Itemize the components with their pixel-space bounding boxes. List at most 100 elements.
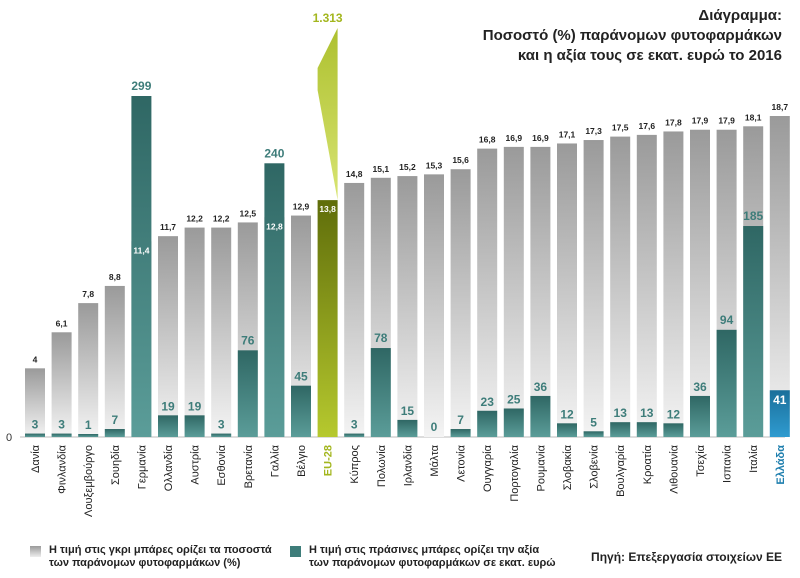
percent-label: 17,1	[559, 129, 576, 139]
value-label: 1.313	[313, 11, 343, 25]
percent-bar	[503, 146, 524, 438]
percent-label: 16,8	[479, 135, 496, 145]
value-bar	[264, 163, 285, 437]
percent-bar	[78, 303, 99, 437]
value-label: 299	[131, 79, 151, 93]
value-bar	[583, 431, 604, 437]
category-label: Ολλανδία	[163, 444, 175, 491]
percent-label: 17,6	[639, 121, 656, 131]
value-label: 36	[693, 380, 707, 394]
value-bar	[317, 28, 338, 201]
percent-label: 16,9	[506, 133, 523, 143]
value-bar	[184, 415, 205, 437]
percent-label: 11,7	[160, 222, 176, 232]
percent-label: 12,9	[293, 202, 310, 212]
value-label: 19	[188, 399, 202, 413]
title-line-3: και η αξία τους σε εκατ. ευρώ το 2016	[517, 47, 782, 64]
value-bar	[51, 433, 72, 437]
percent-bar	[25, 368, 45, 437]
value-label: 76	[241, 333, 255, 347]
percent-label: 15,6	[452, 155, 469, 165]
percent-bar	[158, 236, 178, 437]
category-label: Πορτογαλία	[509, 444, 521, 501]
value-bar	[104, 429, 125, 437]
value-label: 19	[161, 399, 175, 413]
percent-bar	[317, 200, 338, 437]
percent-bar	[104, 285, 125, 437]
percent-label: 18,7	[772, 102, 789, 112]
category-label: Δανία	[30, 444, 42, 473]
category-label: Γαλλία	[269, 444, 281, 477]
value-label: 78	[374, 331, 388, 345]
percent-label: 12,5	[240, 208, 257, 218]
value-bar	[131, 96, 152, 437]
zero-tick-label: 0	[6, 432, 12, 444]
category-label: Ιρλανδία	[402, 444, 414, 486]
percent-bar	[690, 129, 710, 438]
percent-label: 17,9	[718, 116, 735, 126]
percent-bar	[583, 140, 604, 437]
value-label: 0	[431, 420, 438, 434]
category-label: Αυστρία	[190, 444, 202, 484]
value-label: 185	[743, 209, 763, 223]
legend-swatch-gray	[30, 546, 41, 557]
value-label: 94	[720, 313, 734, 327]
value-label: 3	[218, 418, 225, 432]
percent-label: 14,8	[346, 169, 363, 179]
category-label: Γερμανία	[136, 444, 148, 489]
legend-item-green: Η τιμή στις πράσινες μπάρες ορίζει την α…	[290, 544, 556, 570]
category-label: Ελλάδα	[775, 445, 787, 485]
value-label: 41	[773, 393, 787, 407]
percent-bar	[663, 131, 684, 437]
category-label: Μάλτα	[429, 444, 441, 476]
percent-bar	[424, 174, 444, 437]
percent-label: 12,2	[213, 214, 230, 224]
value-bar	[78, 434, 99, 437]
value-label: 13	[614, 406, 628, 420]
value-bar	[716, 329, 737, 437]
percent-bar	[557, 143, 577, 437]
percent-bar	[769, 116, 790, 437]
value-bar	[450, 429, 471, 437]
category-label: Σλοβακία	[562, 444, 574, 490]
legend-item-gray: Η τιμή στις γκρι μπάρες ορίζει τα ποσοστ…	[30, 544, 272, 570]
percent-label: 13,8	[319, 204, 336, 214]
value-label: 240	[264, 146, 284, 160]
value-label: 3	[58, 418, 65, 432]
legend-gray-line-1: Η τιμή στις γκρι μπάρες ορίζει τα ποσοστ…	[49, 544, 272, 556]
value-label: 12	[667, 407, 681, 421]
value-bar	[397, 419, 418, 437]
percent-bar	[530, 146, 551, 438]
value-bar	[743, 226, 764, 437]
category-label: Εσθονία	[216, 444, 228, 485]
percent-label: 16,9	[532, 133, 549, 143]
value-bar	[769, 390, 790, 437]
chart-title: Διάγραμμα: Ποσοστό (%) παράνομων φυτοφαρ…	[483, 6, 782, 66]
percent-bar	[397, 176, 418, 438]
value-label: 15	[401, 404, 415, 418]
category-label: Λουξεμβούργο	[83, 445, 95, 517]
value-label: 45	[294, 370, 308, 384]
legend-swatch-green	[290, 546, 301, 557]
value-bar	[370, 348, 391, 437]
percent-label: 17,3	[585, 126, 602, 136]
category-label: Σουηδία	[110, 444, 122, 485]
category-label: Σλοβενία	[589, 444, 601, 488]
percent-label: 12,2	[186, 214, 203, 224]
value-bar	[610, 422, 631, 437]
category-label: Λετονία	[456, 444, 468, 482]
percent-label: 15,2	[399, 162, 416, 172]
category-label: Κροατία	[642, 444, 654, 484]
legend: Η τιμή στις γκρι μπάρες ορίζει τα ποσοστ…	[0, 530, 800, 578]
value-bar	[636, 422, 657, 437]
category-label: Βρετανία	[243, 444, 255, 488]
category-label: EU-28	[323, 445, 335, 476]
category-label: Βουλγαρία	[615, 444, 627, 497]
value-label: 36	[534, 380, 548, 394]
value-label: 1	[85, 418, 92, 432]
title-line-2: Ποσοστό (%) παράνομων φυτοφαρμάκων	[482, 27, 782, 44]
category-label: Πολωνία	[376, 444, 388, 487]
value-bar	[530, 395, 551, 437]
value-label: 7	[111, 413, 118, 427]
value-bar	[503, 408, 524, 437]
